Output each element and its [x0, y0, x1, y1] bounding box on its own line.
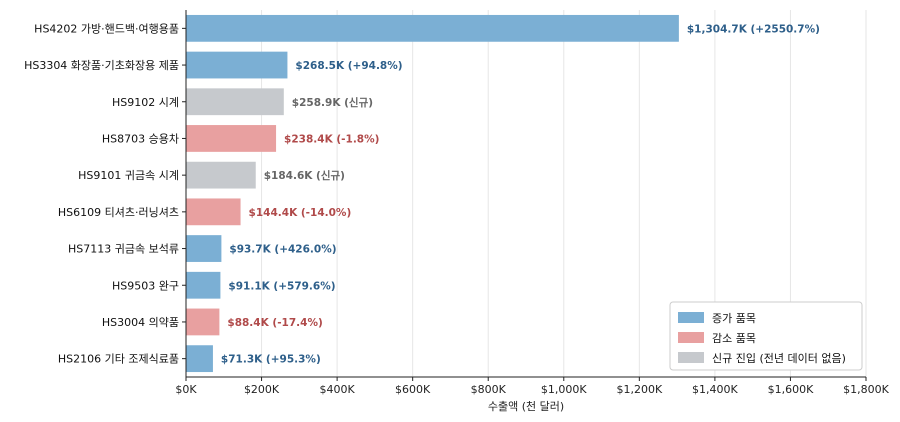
- value-label: $93.7K (+426.0%): [229, 244, 336, 256]
- value-label: $238.4K (-1.8%): [284, 133, 379, 145]
- category-label: HS9101 귀금속 시계: [78, 169, 179, 182]
- category-label: HS4202 가방·핸드백·여행용품: [34, 22, 179, 35]
- x-tick-label: $1,000K: [541, 383, 587, 396]
- value-label: $144.4K (-14.0%): [249, 207, 352, 219]
- category-labels: HS4202 가방·핸드백·여행용품 HS3304 화장품·기초화장용 제품 HS9…: [24, 22, 186, 366]
- category-label: HS9102 시계: [112, 96, 179, 109]
- bar: [186, 88, 284, 116]
- bar: [186, 308, 220, 336]
- value-label: $71.3K (+95.3%): [221, 354, 321, 366]
- category-label: HS8703 승용차: [102, 132, 179, 145]
- category-label: HS2106 기타 조제식료품: [58, 353, 179, 366]
- bar: [186, 198, 241, 226]
- x-tick-label: $1,200K: [616, 383, 662, 396]
- value-label: $91.1K (+579.6%): [228, 280, 335, 292]
- x-axis-title: 수출액 (천 달러): [488, 399, 564, 413]
- legend-frame: [669, 301, 863, 371]
- bar: [186, 271, 221, 299]
- x-tick-label: $1,600K: [768, 383, 814, 396]
- legend-swatch: [678, 332, 704, 343]
- legend-label: 증가 품목: [712, 312, 756, 325]
- bar: [186, 51, 288, 79]
- bars: [186, 14, 679, 373]
- bar: [186, 14, 679, 42]
- value-labels: $1,304.7K (+2550.7%) $268.5K (+94.8%) $258…: [221, 23, 820, 365]
- category-label: HS3004 의약품: [102, 315, 179, 329]
- x-tick-label: $200K: [244, 383, 280, 396]
- legend-swatch: [678, 352, 704, 363]
- category-label: HS9503 완구: [112, 279, 179, 292]
- x-tick-label: $1,800K: [843, 383, 889, 396]
- x-tick-label: $1,400K: [692, 383, 738, 396]
- value-label: $1,304.7K (+2550.7%): [687, 23, 820, 35]
- legend-swatch: [678, 312, 704, 323]
- x-tick-label: $400K: [320, 383, 356, 396]
- category-label: HS3304 화장품·기초화장용 제품: [24, 59, 179, 72]
- x-tick-labels: $0K $200K $400K $600K $800K $1,000K $1,200K $1,…: [175, 377, 890, 396]
- bar: [186, 161, 256, 189]
- x-tick-label: $600K: [395, 383, 431, 396]
- bar: [186, 125, 277, 152]
- category-label: HS7113 귀금속 보석류: [68, 243, 179, 256]
- legend-label: 신규 진입 (전년 데이터 없음): [712, 352, 846, 365]
- value-label: $88.4K (-17.4%): [227, 317, 322, 329]
- x-tick-label: $800K: [471, 383, 507, 396]
- x-tick-label: $0K: [175, 383, 197, 396]
- legend-label: 감소 품목: [712, 332, 756, 345]
- value-label: $258.9K (신규): [292, 96, 373, 109]
- category-label: HS6109 티셔츠·러닝셔츠: [58, 206, 179, 219]
- axes: [185, 10, 866, 378]
- value-label: $268.5K (+94.8%): [295, 60, 402, 72]
- value-label: $184.6K (신규): [264, 169, 345, 182]
- bar: [186, 345, 213, 373]
- bar: [186, 235, 222, 262]
